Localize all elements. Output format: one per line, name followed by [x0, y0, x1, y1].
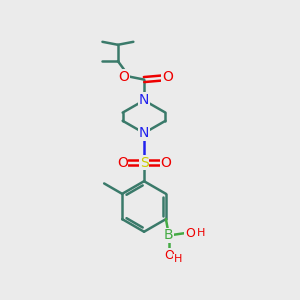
Text: O: O	[162, 70, 173, 85]
Text: O: O	[164, 249, 174, 262]
Text: O: O	[185, 226, 195, 240]
Text: B: B	[164, 229, 174, 242]
Text: O: O	[160, 156, 171, 170]
Text: H: H	[196, 228, 205, 238]
Text: N: N	[139, 126, 149, 140]
Text: O: O	[117, 156, 128, 170]
Text: S: S	[140, 156, 148, 170]
Text: H: H	[174, 254, 182, 264]
Text: O: O	[118, 70, 129, 84]
Text: N: N	[139, 93, 149, 107]
